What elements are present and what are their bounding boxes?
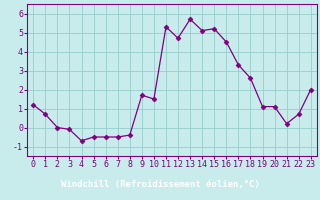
Text: Windchill (Refroidissement éolien,°C): Windchill (Refroidissement éolien,°C) xyxy=(60,180,260,189)
